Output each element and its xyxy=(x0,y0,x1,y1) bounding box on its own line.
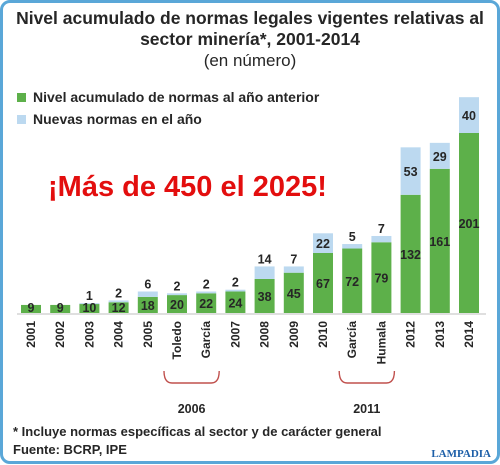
data-label-previous: 72 xyxy=(345,275,359,289)
bar-new xyxy=(400,147,421,195)
data-label-previous: 9 xyxy=(57,301,64,315)
x-tick-label: 2010 xyxy=(316,321,330,348)
data-label-previous: 45 xyxy=(287,287,301,301)
data-label-new: 2 xyxy=(203,278,210,292)
group-bracket xyxy=(338,370,396,384)
x-tick-label: 2012 xyxy=(404,321,418,348)
data-label-previous: 18 xyxy=(141,299,155,313)
x-tick-label: 2008 xyxy=(258,321,272,348)
bar-previous xyxy=(196,293,217,313)
data-label-previous: 12 xyxy=(112,301,126,315)
bar-previous xyxy=(400,194,421,313)
x-axis-labels: 2001 2002 2003 2004 2005 Toledo García 2007 2008… xyxy=(24,321,476,365)
data-label-new: 5 xyxy=(349,230,356,244)
x-tick-label: 2013 xyxy=(433,321,447,348)
x-tick-label: 2009 xyxy=(287,321,301,348)
data-label-previous: 79 xyxy=(374,272,388,286)
legend-label-new: Nuevas normas en el año xyxy=(33,111,202,127)
x-tick-label: 2007 xyxy=(228,321,242,348)
footnote: * Incluye normas específicas al sector y… xyxy=(13,424,382,439)
chart-canvas: Nivel acumulado de normas legales vigent… xyxy=(13,8,491,460)
bar-previous xyxy=(283,272,304,313)
chart-subtitle: (en número) xyxy=(204,51,297,70)
bar-previous xyxy=(108,302,129,313)
x-tick-label: 2004 xyxy=(112,321,126,348)
bar-previous xyxy=(167,295,187,313)
data-label-new: 7 xyxy=(290,252,297,266)
bar-new xyxy=(342,244,363,249)
bar-new xyxy=(225,289,246,292)
data-label-previous: 201 xyxy=(459,217,480,231)
bar-previous xyxy=(225,291,246,313)
bar-new xyxy=(371,235,392,243)
bar-new xyxy=(167,293,187,296)
bar-previous xyxy=(371,242,392,313)
chart-title-line2: sector minería*, 2001-2014 xyxy=(140,29,360,49)
bar-previous xyxy=(254,278,275,313)
x-tick-label: 2002 xyxy=(53,321,67,348)
data-label-previous: 132 xyxy=(400,248,421,262)
bar-new xyxy=(283,266,304,273)
bar-previous xyxy=(429,168,450,313)
bar-new xyxy=(429,142,450,169)
data-label-new: 40 xyxy=(462,109,476,123)
headline-annotation: ¡Más de 450 el 2025! xyxy=(48,171,327,203)
legend-swatch-new xyxy=(17,115,26,124)
x-tick-label: Humala xyxy=(374,321,388,365)
bar-new xyxy=(196,291,217,294)
data-label-new: 6 xyxy=(144,278,151,292)
plot-area: 9 9 10112218620222224238144576722725797132… xyxy=(21,97,479,315)
bar-new xyxy=(459,97,479,133)
group-label: 2006 xyxy=(178,402,206,416)
group-bracket xyxy=(163,370,220,384)
data-label-previous: 22 xyxy=(199,297,213,311)
data-label-previous: 67 xyxy=(316,277,330,291)
bar-previous xyxy=(137,296,158,313)
data-label-previous: 9 xyxy=(28,301,35,315)
bar-previous xyxy=(79,304,100,313)
bar-new xyxy=(79,303,100,305)
data-label-previous: 24 xyxy=(228,296,242,310)
data-label-new: 53 xyxy=(404,165,418,179)
period-groups: 2006 2011 xyxy=(163,370,396,416)
x-tick-label: 2005 xyxy=(141,321,155,348)
data-label-new: 2 xyxy=(232,276,239,290)
data-label-new: 1 xyxy=(86,289,93,303)
bar-new xyxy=(313,233,333,253)
data-label-new: 14 xyxy=(258,252,272,266)
x-tick-label: 2014 xyxy=(462,321,476,348)
x-tick-label: García xyxy=(345,321,359,359)
data-label-new: 7 xyxy=(378,222,385,236)
legend-swatch-previous xyxy=(17,93,26,102)
chart-title-line1: Nivel acumulado de normas legales vigent… xyxy=(16,8,484,28)
brand-logo: LAMPADIA xyxy=(431,448,491,460)
x-tick-label: 2001 xyxy=(24,321,38,348)
data-label-new: 2 xyxy=(115,286,122,300)
bar-previous xyxy=(459,133,479,313)
bar-previous xyxy=(21,304,41,313)
data-label-previous: 38 xyxy=(258,290,272,304)
bar-previous xyxy=(50,304,71,313)
data-label-new: 2 xyxy=(174,279,181,293)
x-tick-label: 2003 xyxy=(82,321,96,348)
data-label-previous: 20 xyxy=(170,298,184,312)
legend-label-previous: Nivel acumulado de normas al año anterio… xyxy=(33,89,320,105)
x-tick-label: García xyxy=(199,321,213,359)
x-tick-label: Toledo xyxy=(170,321,184,359)
legend: Nivel acumulado de normas al año anterio… xyxy=(17,89,320,127)
source: Fuente: BCRP, IPE xyxy=(13,442,127,457)
bar-new xyxy=(108,300,129,303)
data-label-previous: 10 xyxy=(82,301,96,315)
bar-previous xyxy=(313,253,333,313)
group-label: 2011 xyxy=(353,402,380,416)
bar-new xyxy=(254,266,275,279)
data-label-new: 29 xyxy=(433,150,447,164)
bar-new xyxy=(137,291,158,297)
data-label-new: 22 xyxy=(316,237,330,251)
bar-previous xyxy=(342,248,363,313)
data-label-previous: 161 xyxy=(429,235,450,249)
